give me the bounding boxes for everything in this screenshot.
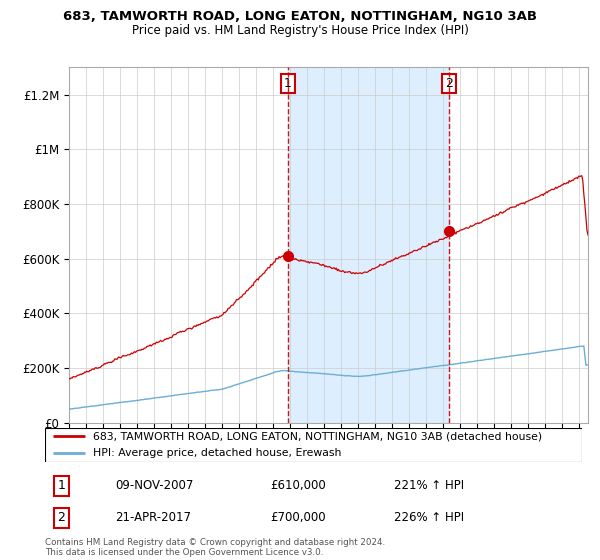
Text: 683, TAMWORTH ROAD, LONG EATON, NOTTINGHAM, NG10 3AB: 683, TAMWORTH ROAD, LONG EATON, NOTTINGH… bbox=[63, 10, 537, 23]
Text: £700,000: £700,000 bbox=[271, 511, 326, 524]
Text: Price paid vs. HM Land Registry's House Price Index (HPI): Price paid vs. HM Land Registry's House … bbox=[131, 24, 469, 36]
Text: 226% ↑ HPI: 226% ↑ HPI bbox=[394, 511, 464, 524]
Bar bbox=[288, 67, 449, 423]
Text: 21-APR-2017: 21-APR-2017 bbox=[115, 511, 191, 524]
Text: 1: 1 bbox=[284, 77, 292, 90]
Text: £610,000: £610,000 bbox=[271, 479, 326, 492]
Text: Contains HM Land Registry data © Crown copyright and database right 2024.
This d: Contains HM Land Registry data © Crown c… bbox=[45, 538, 385, 557]
Text: 221% ↑ HPI: 221% ↑ HPI bbox=[394, 479, 464, 492]
Text: 683, TAMWORTH ROAD, LONG EATON, NOTTINGHAM, NG10 3AB (detached house): 683, TAMWORTH ROAD, LONG EATON, NOTTINGH… bbox=[94, 431, 542, 441]
Text: 2: 2 bbox=[57, 511, 65, 524]
Text: 09-NOV-2007: 09-NOV-2007 bbox=[115, 479, 193, 492]
Text: 2: 2 bbox=[445, 77, 452, 90]
Text: 1: 1 bbox=[57, 479, 65, 492]
Text: HPI: Average price, detached house, Erewash: HPI: Average price, detached house, Erew… bbox=[94, 448, 342, 458]
